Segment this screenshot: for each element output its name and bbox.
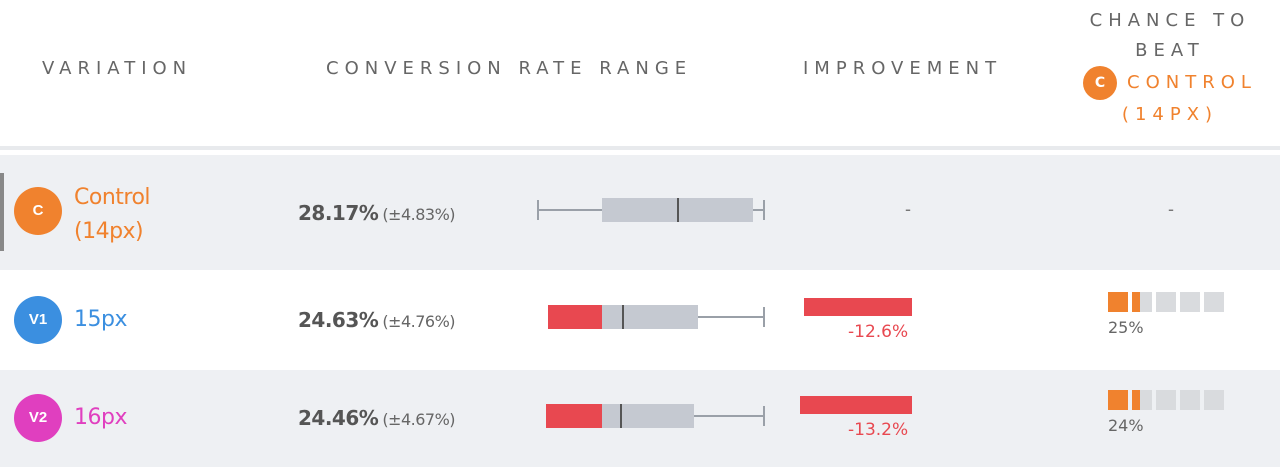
chance-control: - xyxy=(1168,199,1174,219)
improvement-control: - xyxy=(905,199,911,219)
range-box xyxy=(602,404,694,428)
control-badge-icon: C xyxy=(1083,66,1118,100)
variation-badge-v2: V2 xyxy=(14,394,62,442)
chance-square xyxy=(1156,390,1176,410)
chance-header-target: C CONTROL xyxy=(1070,66,1270,100)
variation-name-v1[interactable]: 15px xyxy=(74,307,127,332)
variation-name-line2: (14px) xyxy=(74,219,144,244)
chance-square xyxy=(1108,390,1128,410)
improvement-value-v1: -12.6% xyxy=(848,322,909,342)
chance-target-sub: (14PX) xyxy=(1121,104,1219,125)
range-plot-v1 xyxy=(530,297,770,337)
chance-square xyxy=(1180,390,1200,410)
variation-name-line1: Control xyxy=(74,185,151,210)
row-indicator xyxy=(0,173,4,251)
chance-square xyxy=(1108,292,1128,312)
conversion-rate-v1: 24.63% (±4.76%) xyxy=(298,308,456,332)
chance-to-beat-v1: 25% xyxy=(1108,292,1248,337)
chance-square xyxy=(1132,292,1152,312)
chance-square xyxy=(1156,292,1176,312)
rate-value: 24.63% xyxy=(298,308,379,332)
range-plot-v2 xyxy=(530,396,770,436)
chance-percent: 25% xyxy=(1108,318,1144,337)
rate-margin: (±4.76%) xyxy=(382,312,456,331)
table-header: VARIATION CONVERSION RATE RANGE IMPROVEM… xyxy=(0,0,1280,150)
improvement-bar-v1 xyxy=(804,298,912,316)
chance-target-name: CONTROL xyxy=(1127,72,1257,93)
chance-square xyxy=(1204,390,1224,410)
improvement-bar-v2 xyxy=(800,396,912,414)
chance-square xyxy=(1180,292,1200,312)
chance-percent: 24% xyxy=(1108,416,1144,435)
chance-to-beat-v2: 24% xyxy=(1108,390,1248,435)
chance-square xyxy=(1132,390,1152,410)
range-box-loss xyxy=(548,305,602,329)
rate-margin: (±4.67%) xyxy=(382,410,456,429)
chance-meter xyxy=(1108,292,1248,312)
table-row-v1: V1 15px 24.63% (±4.76%) -12.6% 25% xyxy=(0,270,1280,370)
chance-meter xyxy=(1108,390,1248,410)
chance-header-line1: CHANCE TO xyxy=(1089,10,1251,31)
variation-name-v2[interactable]: 16px xyxy=(74,405,127,430)
variation-badge-v1: V1 xyxy=(14,296,62,344)
rate-value: 24.46% xyxy=(298,406,379,430)
column-header-chance-to-beat[interactable]: CHANCE TO BEAT C CONTROL (14PX) xyxy=(1070,6,1270,130)
table-row-v2: V2 16px 24.46% (±4.67%) -13.2% 24% xyxy=(0,370,1280,467)
improvement-value-v2: -13.2% xyxy=(848,420,909,440)
chance-square xyxy=(1204,292,1224,312)
conversion-rate-v2: 24.46% (±4.67%) xyxy=(298,406,456,430)
range-plot-control xyxy=(530,190,770,230)
conversion-rate-control: 28.17% (±4.83%) xyxy=(298,201,456,225)
chance-header-line2: BEAT xyxy=(1135,40,1205,61)
variation-name-control[interactable]: Control (14px) xyxy=(74,181,151,249)
range-box xyxy=(602,305,698,329)
table-row-control: C Control (14px) 28.17% (±4.83%) - - xyxy=(0,155,1280,270)
column-header-improvement[interactable]: IMPROVEMENT xyxy=(803,58,1003,79)
range-box-loss xyxy=(546,404,602,428)
variation-badge-control: C xyxy=(14,187,62,235)
column-header-variation[interactable]: VARIATION xyxy=(42,58,193,79)
rate-value: 28.17% xyxy=(298,201,379,225)
rate-margin: (±4.83%) xyxy=(382,205,456,224)
column-header-conversion-rate-range[interactable]: CONVERSION RATE RANGE xyxy=(326,58,693,79)
